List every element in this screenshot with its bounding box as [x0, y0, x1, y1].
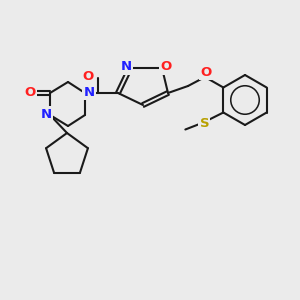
Text: O: O — [24, 85, 36, 98]
Text: N: N — [83, 85, 94, 98]
Text: N: N — [120, 61, 132, 74]
Text: S: S — [200, 117, 209, 130]
Text: O: O — [200, 65, 211, 79]
Text: N: N — [40, 107, 52, 121]
Text: O: O — [82, 70, 94, 83]
Text: O: O — [160, 61, 172, 74]
